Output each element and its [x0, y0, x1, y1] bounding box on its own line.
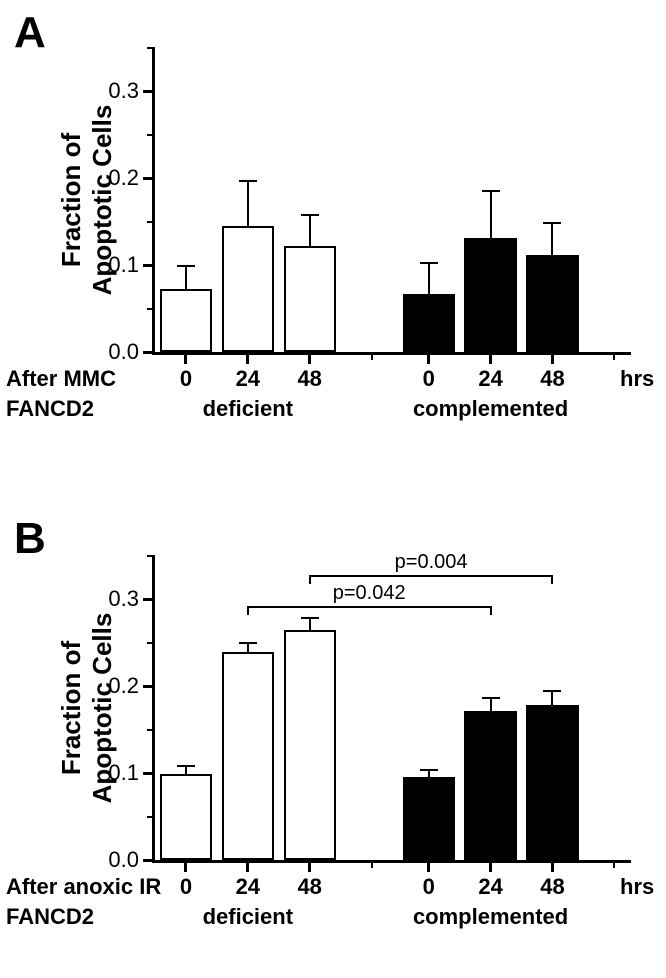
error-bar: [309, 618, 311, 630]
group-label: complemented: [413, 860, 568, 930]
error-cap: [239, 180, 257, 182]
y-minor-tick: [147, 221, 155, 223]
group-label: deficient: [203, 352, 293, 422]
x-tick-label: 0: [180, 352, 192, 392]
x-tick-label: 48: [297, 860, 321, 900]
error-cap: [301, 214, 319, 216]
significance-bracket-drop: [490, 606, 492, 615]
bar: [160, 774, 212, 860]
significance-bracket-drop: [247, 606, 249, 615]
x-row-label-1: After MMC: [6, 366, 116, 392]
bar: [403, 294, 455, 352]
bar: [222, 226, 274, 352]
error-cap: [482, 697, 500, 699]
x-row-label-2: FANCD2: [6, 396, 94, 422]
error-cap: [482, 190, 500, 192]
error-cap: [301, 617, 319, 619]
error-bar: [247, 181, 249, 226]
error-cap: [420, 262, 438, 264]
x-minor-tick: [613, 860, 615, 868]
x-row-label-1: After anoxic IR: [6, 874, 161, 900]
plot-area-a: 0.00.10.20.30244802448deficientcomplemen…: [152, 48, 631, 355]
error-bar: [247, 643, 249, 653]
x-tick-label: 0: [180, 860, 192, 900]
error-cap: [543, 222, 561, 224]
error-bar: [428, 770, 430, 777]
group-label: deficient: [203, 860, 293, 930]
y-minor-tick: [147, 816, 155, 818]
plot-area-b: 0.00.10.20.30244802448deficientcomplemen…: [152, 556, 631, 863]
bar: [464, 238, 516, 352]
y-minor-tick: [147, 642, 155, 644]
x-minor-tick: [371, 860, 373, 868]
y-minor-tick: [147, 729, 155, 731]
significance-label: p=0.004: [395, 551, 468, 574]
error-bar: [428, 263, 430, 293]
significance-bracket-drop: [309, 575, 311, 584]
error-cap: [543, 690, 561, 692]
significance-bracket-drop: [551, 575, 553, 584]
bar: [284, 630, 336, 860]
significance-bracket: [310, 575, 553, 577]
bar: [403, 777, 455, 860]
error-bar: [551, 691, 553, 706]
y-axis-title: Fraction ofApoptotic Cells: [56, 48, 118, 352]
x-minor-tick: [613, 352, 615, 360]
error-bar: [185, 766, 187, 774]
error-bar: [185, 266, 187, 289]
bar: [526, 705, 578, 860]
y-minor-tick: [147, 134, 155, 136]
error-cap: [177, 765, 195, 767]
panel-label-b: B: [14, 514, 46, 564]
panel-label-a: A: [14, 8, 46, 58]
error-bar: [309, 215, 311, 246]
error-bar: [490, 698, 492, 711]
bar: [464, 711, 516, 860]
bar: [284, 246, 336, 352]
x-units-label: hrs: [620, 874, 654, 900]
error-bar: [490, 191, 492, 238]
bar: [222, 652, 274, 860]
x-units-label: hrs: [620, 366, 654, 392]
error-cap: [177, 265, 195, 267]
error-cap: [239, 642, 257, 644]
figure: A 0.00.10.20.30244802448deficientcompleme…: [0, 0, 666, 978]
y-minor-tick: [147, 308, 155, 310]
x-row-label-2: FANCD2: [6, 904, 94, 930]
bar: [526, 255, 578, 352]
y-minor-tick: [147, 555, 155, 557]
y-minor-tick: [147, 47, 155, 49]
significance-label: p=0.042: [333, 582, 406, 605]
error-bar: [551, 223, 553, 254]
error-cap: [420, 769, 438, 771]
x-minor-tick: [371, 352, 373, 360]
bar: [160, 289, 212, 352]
group-label: complemented: [413, 352, 568, 422]
significance-bracket: [248, 606, 491, 608]
x-tick-label: 48: [297, 352, 321, 392]
y-axis-title: Fraction ofApoptotic Cells: [56, 556, 118, 860]
